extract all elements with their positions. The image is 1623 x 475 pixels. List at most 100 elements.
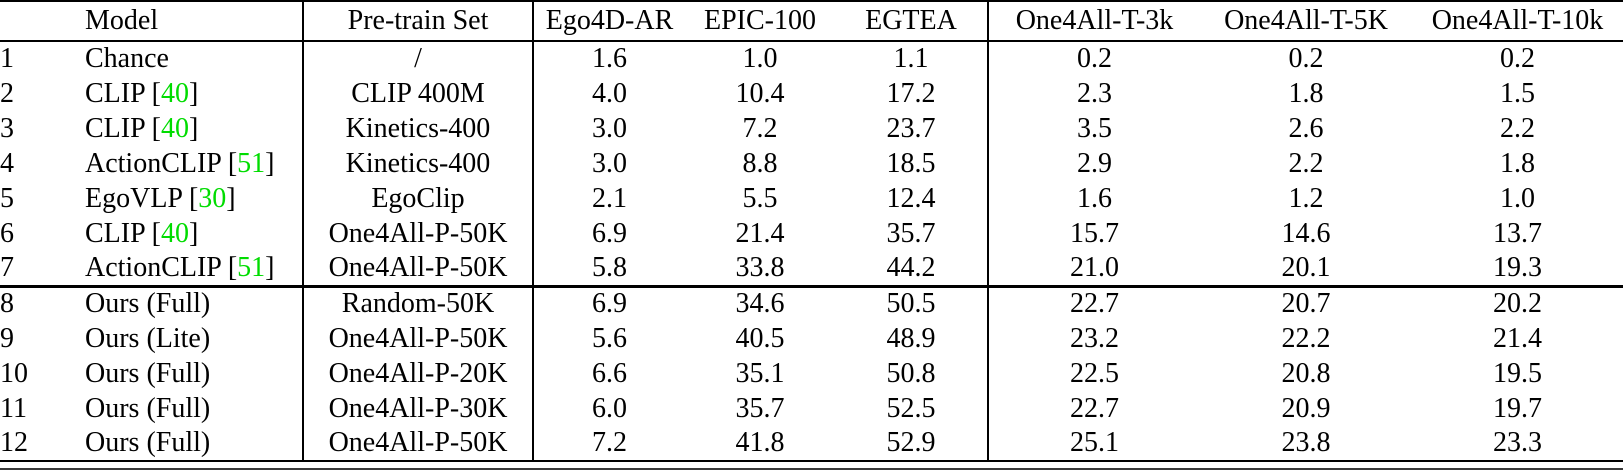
cell-value-t10k: 19.3 [1493, 251, 1542, 283]
cell-value-epic: 1.0 [742, 43, 778, 74]
table-row: 12 Ours (Full) One4All-P-50K 7.2 41.8 52.9 25.… [0, 426, 1623, 461]
cell-value-t10k: 23.3 [1493, 427, 1542, 458]
cell-value-ego4d: 3.0 [592, 147, 627, 179]
cell-value-egtea: 12.4 [835, 181, 989, 216]
column-header-idx [0, 1, 85, 41]
cell-value-epic: 40.5 [735, 322, 785, 354]
cell-model: Ours (Full) [85, 392, 211, 424]
cell-value-t10k: 1.5 [1500, 77, 1535, 109]
citation-ref[interactable]: 40 [160, 77, 189, 109]
cell-value-t10k: 19.5 [1493, 357, 1542, 389]
cell-row-number: 12 [0, 427, 28, 458]
cell-value-t5k: 1.8 [1288, 77, 1324, 109]
table-row: 11 Ours (Full) One4All-P-30K 6.0 35.7 52.5 22.… [0, 391, 1623, 426]
cell-model: Ours (Full) [85, 357, 211, 389]
cell-model: CLIP [40] [85, 77, 199, 109]
cell-value-t3k: 23.2 [1070, 322, 1119, 354]
cell-pretrain-set: Random-50K [302, 286, 534, 321]
cell-value-egtea: 35.7 [835, 216, 989, 251]
cell-value-t5k: 1.2 [1288, 182, 1324, 214]
cell-value-ego4d: 7.2 [592, 427, 627, 458]
cell-value-t3k: 3.5 [1077, 112, 1112, 144]
citation-ref[interactable]: 51 [237, 147, 266, 179]
column-header-egtea: EGTEA [835, 1, 989, 41]
cell-value-ego4d: 3.0 [592, 112, 627, 144]
table-row: 7 ActionCLIP [51] One4All-P-50K 5.8 33.8 44.2… [0, 251, 1623, 286]
column-header-t3k: One4All-T-3k [1015, 5, 1174, 36]
cell-pretrain-set: One4All-P-30K [302, 391, 534, 426]
cell-value-t3k: 21.0 [1070, 251, 1119, 283]
cell-value-t10k: 19.7 [1493, 392, 1542, 424]
column-header-t10k: One4All-T-10k [1431, 5, 1604, 36]
cell-model: CLIP [40] [85, 112, 199, 144]
citation-ref[interactable]: 40 [160, 217, 189, 249]
cell-value-ego4d: 1.6 [592, 43, 627, 74]
cell-value-egtea: 52.9 [835, 426, 989, 461]
column-header-pretrain: Pre-train Set [302, 1, 534, 41]
cell-row-number: 8 [0, 288, 14, 320]
column-header-ego4d: Ego4D-AR [545, 5, 674, 36]
cell-pretrain-set: EgoClip [302, 181, 534, 216]
cell-value-t10k: 20.2 [1493, 288, 1542, 320]
cell-pretrain-set: One4All-P-50K [302, 251, 534, 286]
cell-value-t3k: 25.1 [1070, 427, 1119, 458]
table-row: 10 Ours (Full) One4All-P-20K 6.6 35.1 50.8 22.… [0, 356, 1623, 391]
cell-pretrain-set: Kinetics-400 [302, 146, 534, 181]
cell-value-egtea: 1.1 [835, 41, 989, 76]
cell-model: EgoVLP [30] [85, 182, 236, 214]
cell-value-t3k: 22.7 [1070, 288, 1119, 320]
cell-value-ego4d: 5.8 [592, 251, 627, 283]
citation-ref[interactable]: 40 [160, 112, 189, 144]
cell-value-t5k: 2.2 [1288, 147, 1324, 179]
cell-value-epic: 35.1 [735, 357, 785, 389]
cell-pretrain-set: One4All-P-50K [302, 426, 534, 461]
column-header-epic: EPIC-100 [704, 5, 816, 36]
cell-model: Ours (Lite) [85, 322, 211, 354]
cell-value-t10k: 1.8 [1500, 147, 1535, 179]
cell-pretrain-set: / [302, 41, 534, 76]
cell-value-ego4d: 6.9 [592, 217, 627, 249]
cell-row-number: 7 [0, 251, 14, 283]
cell-value-t3k: 22.7 [1070, 392, 1119, 424]
cell-value-t10k: 21.4 [1493, 322, 1542, 354]
table-row: 2 CLIP [40] CLIP 400M 4.0 10.4 17.2 2.3 1.8 1.5 [0, 76, 1623, 111]
cell-value-t5k: 0.2 [1288, 43, 1324, 74]
cell-row-number: 3 [0, 112, 14, 144]
cell-value-epic: 41.8 [735, 427, 785, 458]
cell-model: Chance [85, 43, 169, 74]
cell-value-t5k: 2.6 [1288, 112, 1324, 144]
cell-pretrain-set: One4All-P-50K [302, 321, 534, 356]
table-row: 4 ActionCLIP [51] Kinetics-400 3.0 8.8 18.5 2.… [0, 146, 1623, 181]
cell-row-number: 11 [0, 392, 27, 424]
cell-row-number: 5 [0, 182, 14, 214]
cell-value-t3k: 1.6 [1077, 182, 1112, 214]
cell-model: Ours (Full) [85, 288, 211, 320]
cell-pretrain-set: CLIP 400M [302, 76, 534, 111]
cell-model: ActionCLIP [51] [85, 147, 275, 179]
cell-value-t3k: 2.3 [1077, 77, 1112, 109]
cell-value-t10k: 0.2 [1500, 43, 1535, 74]
cell-value-t10k: 13.7 [1493, 217, 1542, 249]
cell-pretrain-set: Kinetics-400 [302, 111, 534, 146]
cell-value-egtea: 50.5 [835, 286, 989, 321]
table-row: 1 Chance / 1.6 1.0 1.1 0.2 0.2 0.2 [0, 41, 1623, 76]
cell-value-egtea: 18.5 [835, 146, 989, 181]
cell-value-t5k: 20.1 [1281, 251, 1331, 283]
header-row: Model Pre-train Set Ego4D-AR EPIC-100 EGTEA O… [0, 1, 1623, 41]
cell-value-ego4d: 6.9 [592, 288, 627, 320]
cell-value-t5k: 22.2 [1281, 322, 1331, 354]
cell-value-ego4d: 5.6 [592, 322, 627, 354]
cell-value-egtea: 23.7 [835, 111, 989, 146]
cell-value-t3k: 22.5 [1070, 357, 1119, 389]
cell-row-number: 9 [0, 322, 14, 354]
cell-row-number: 2 [0, 77, 14, 109]
citation-ref[interactable]: 30 [198, 182, 227, 214]
cell-value-t10k: 2.2 [1500, 112, 1535, 144]
cell-row-number: 10 [0, 357, 28, 389]
cell-pretrain-set: One4All-P-20K [302, 356, 534, 391]
table-row: 3 CLIP [40] Kinetics-400 3.0 7.2 23.7 3.5 2.6 2.… [0, 111, 1623, 146]
table-bottom-rule [0, 468, 1623, 470]
citation-ref[interactable]: 51 [237, 251, 266, 283]
table-body: 1 Chance/1.6 1.0 1.1 0.2 0.2 0.2 2 CLIP [40] CLIP… [0, 41, 1623, 461]
cell-value-ego4d: 6.6 [592, 357, 627, 389]
